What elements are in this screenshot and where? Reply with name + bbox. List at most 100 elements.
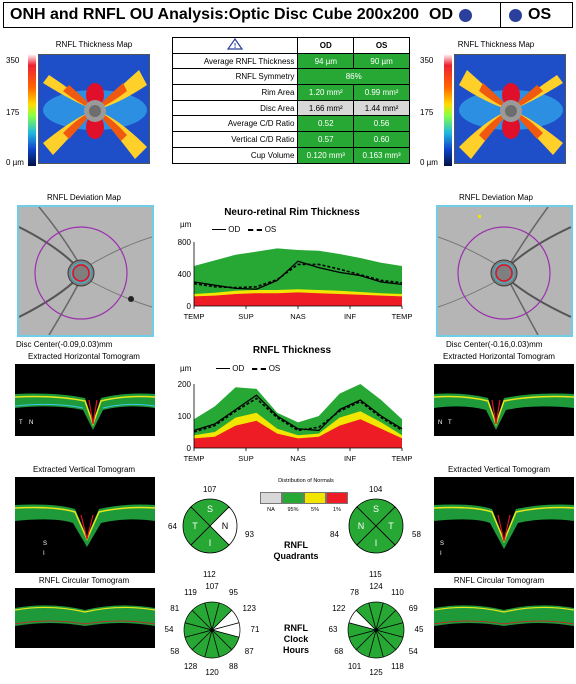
symmetry-value: 86% [297, 68, 410, 86]
os-vertical-tomogram: S I [434, 477, 574, 573]
distribution-legend-title: Distribution of Normals [278, 478, 334, 484]
os-clock-hour-value: 110 [391, 587, 404, 597]
param-name: Vertical C/D Ratio [171, 131, 299, 148]
table-row: Rim Area 1.20 mm² 0.99 mm² [171, 84, 410, 101]
os-eye-icon [509, 8, 522, 22]
svg-text:!: ! [234, 43, 236, 50]
od-quadrant-letter: I [209, 538, 212, 548]
report-header: ONH and RNFL OU Analysis:Optic Disc Cube… [3, 2, 573, 28]
os-vertical-tomogram-title: Extracted Vertical Tomogram [447, 465, 551, 474]
od-h-mark-n: N [29, 420, 34, 426]
od-label: OD [429, 6, 453, 23]
od-color-scale-bar [28, 54, 36, 166]
od-value: 0.57 [297, 131, 355, 148]
od-legend-label: OD [228, 225, 241, 234]
os-horizontal-tomogram-title: Extracted Horizontal Tomogram [443, 352, 555, 361]
rnfl-xtick-label: NAS [290, 454, 305, 463]
distribution-legend-labels: NA 95% 5% 1% [260, 507, 348, 513]
od-quadrant-sector [190, 525, 230, 554]
od-rnfl-thickness-map [38, 54, 150, 164]
os-scale-mid: 175 [420, 108, 434, 117]
table-header-row: ! OD OS [171, 37, 410, 54]
od-clock-hour-value: 120 [205, 668, 219, 677]
od-quad-t-value: 64 [168, 522, 177, 531]
od-deviation-map-title: RNFL Deviation Map [47, 193, 121, 202]
od-vertical-tomogram-title: Extracted Vertical Tomogram [32, 465, 136, 474]
rnfl-xtick-label: INF [344, 454, 357, 463]
rnfl-red-band [194, 419, 402, 448]
od-circular-tomogram [15, 588, 155, 648]
od-legend-line [216, 368, 230, 370]
os-value: 0.56 [353, 115, 410, 133]
od-value: 1.20 mm² [297, 84, 355, 101]
warning-triangle-icon: ! [227, 38, 244, 50]
legend-swatch-1 [326, 492, 348, 504]
od-quad-n-value: 93 [245, 530, 254, 539]
od-quadrant-letter: T [192, 521, 198, 531]
rnfl-ytick-label: 200 [178, 380, 192, 389]
quadrants-label: RNFL Quadrants [266, 540, 326, 562]
od-horizontal-tomogram-title: Extracted Horizontal Tomogram [28, 352, 140, 361]
os-quadrant-sector [356, 498, 396, 527]
param-name: Rim Area [171, 84, 299, 101]
os-deviation-map-title: RNFL Deviation Map [459, 193, 533, 202]
legend-label-95: 95% [287, 507, 299, 513]
os-clock-hour-value: 69 [408, 603, 418, 613]
rim-xtick-label: INF [344, 312, 357, 321]
od-clock-hour-value: 87 [244, 646, 254, 656]
rim-ytick-label: 800 [178, 238, 192, 247]
os-clock-hour-value: 125 [369, 668, 383, 677]
os-circular-tomogram [434, 588, 574, 648]
rim-chart: 0 400 800 TEMP SUP NAS INF TEMP [178, 238, 412, 321]
os-v-mark-s: S [440, 541, 445, 547]
od-clock-hour-value: 119 [184, 587, 197, 597]
rnfl-xtick-label: TEMP [184, 454, 205, 463]
os-clock-sector [355, 602, 377, 632]
os-v-mark-i: I [440, 551, 442, 557]
od-value: 0.52 [297, 115, 355, 133]
od-v-mark-s: S [43, 541, 48, 547]
quadrants-label-line2: Quadrants [273, 551, 319, 561]
table-row: Average RNFL Thickness 94 µm 90 µm [171, 52, 410, 70]
table-row: Vertical C/D Ratio 0.57 0.60 [171, 131, 410, 148]
os-value: 0.99 mm² [353, 84, 410, 101]
od-circular-tomogram-title: RNFL Circular Tomogram [38, 576, 130, 585]
clock-hours-label-line3: Hours [282, 645, 309, 655]
od-v-mark-i: I [43, 551, 45, 557]
os-quadrant-letter: T [388, 521, 394, 531]
os-quadrant-diagram: SN TI [348, 498, 404, 554]
distribution-legend [260, 492, 348, 504]
od-eye-indicator: OD [429, 4, 472, 26]
od-quadrant-letter: S [207, 504, 213, 514]
os-clock-hour-value: 118 [391, 662, 404, 672]
od-vertical-tomogram: S I [15, 477, 155, 573]
table-row: Cup Volume 0.120 mm³ 0.163 mm³ [171, 146, 410, 164]
col-od-header: OD [297, 37, 355, 54]
rim-chart-title: Neuro-retinal Rim Thickness [224, 207, 360, 218]
od-value: 94 µm [297, 52, 355, 70]
legend-swatch-95 [282, 492, 304, 504]
rim-chart-legend: OD OS [212, 225, 276, 234]
od-quadrant-diagram: ST NI [182, 498, 238, 554]
os-clock-hour-value: 124 [369, 582, 383, 591]
legend-swatch-5 [304, 492, 326, 504]
rnfl-od-line [193, 394, 403, 432]
os-color-scale-bar [444, 54, 452, 166]
rim-xtick-label: NAS [290, 312, 305, 321]
table-row: RNFL Symmetry 86% [171, 68, 410, 86]
od-horizontal-tomogram: T N [15, 364, 155, 436]
od-clock-hour-value: 81 [170, 603, 180, 613]
rim-xtick-label: TEMP [184, 312, 205, 321]
os-quadrant-letter: I [375, 538, 378, 548]
od-scale-max: 350 [6, 56, 20, 65]
os-thickness-map-title: RNFL Thickness Map [457, 40, 535, 49]
rnfl-chart: 0 100 200 TEMP SUP NAS INF TEMP [178, 380, 412, 463]
os-quad-t-value: 58 [412, 530, 421, 539]
warning-cell: ! [171, 37, 299, 54]
os-legend-label: OS [268, 364, 281, 373]
od-scale-min: 0 µm [6, 158, 24, 167]
od-scale-mid: 175 [6, 108, 20, 117]
rim-xtick-label: SUP [238, 312, 253, 321]
os-clock-hours-labels: 124 110 69 45 54 118 125 101 68 63 122 78 [326, 580, 426, 680]
os-clock-hour-value: 45 [414, 625, 424, 634]
